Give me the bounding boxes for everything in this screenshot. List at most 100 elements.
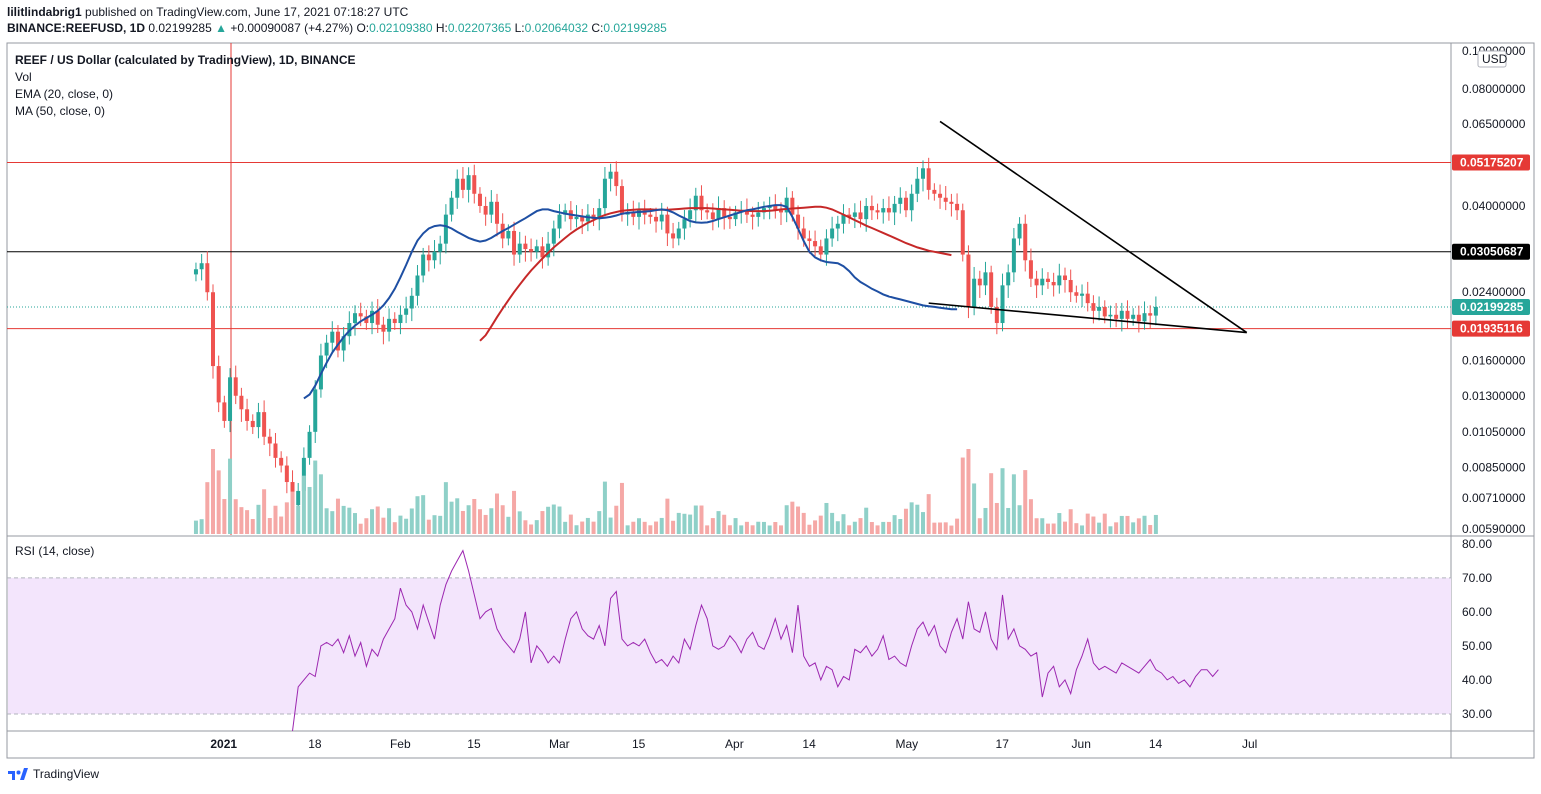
lower-trendline[interactable]	[928, 302, 1247, 334]
candle-body[interactable]	[250, 420, 255, 428]
candle-body[interactable]	[733, 212, 738, 220]
candle-body[interactable]	[273, 443, 278, 458]
upper-trendline[interactable]	[939, 120, 1248, 334]
candle-body[interactable]	[801, 228, 806, 239]
candle-body[interactable]	[1136, 314, 1141, 322]
price-tag[interactable]	[1452, 298, 1530, 315]
candle-body[interactable]	[1023, 223, 1028, 261]
candle-body[interactable]	[671, 233, 676, 239]
candle-body[interactable]	[216, 366, 221, 403]
candle-body[interactable]	[1108, 314, 1113, 317]
price-tag[interactable]	[1452, 243, 1530, 260]
candle-body[interactable]	[381, 324, 386, 332]
candle-body[interactable]	[1011, 238, 1016, 273]
candle-body[interactable]	[245, 409, 250, 421]
candle-body[interactable]	[409, 295, 414, 309]
candle-body[interactable]	[529, 249, 534, 252]
rsi-line[interactable]	[292, 549, 1219, 732]
candle-body[interactable]	[551, 228, 556, 244]
legend-ema[interactable]: EMA (20, close, 0)	[15, 87, 114, 101]
candle-body[interactable]	[301, 457, 306, 491]
candle-body[interactable]	[364, 316, 369, 324]
candle-body[interactable]	[1131, 314, 1136, 319]
candle-body[interactable]	[682, 219, 687, 229]
candle-body[interactable]	[813, 241, 818, 247]
candle-body[interactable]	[472, 175, 477, 194]
candle-body[interactable]	[892, 203, 897, 213]
candle-body[interactable]	[864, 205, 869, 220]
candle-body[interactable]	[977, 278, 982, 286]
price-tag[interactable]	[1452, 154, 1530, 171]
candle-body[interactable]	[443, 214, 448, 244]
candle-body[interactable]	[688, 210, 693, 220]
candle-body[interactable]	[455, 178, 460, 198]
candle-body[interactable]	[404, 308, 409, 315]
candle-body[interactable]	[699, 195, 704, 211]
candle-body[interactable]	[693, 195, 698, 211]
candle-body[interactable]	[921, 168, 925, 179]
candle-body[interactable]	[375, 310, 380, 325]
candle-body[interactable]	[1017, 223, 1022, 239]
candle-body[interactable]	[608, 171, 613, 179]
candle-body[interactable]	[233, 377, 238, 396]
candle-body[interactable]	[1114, 314, 1119, 319]
candle-body[interactable]	[284, 465, 289, 483]
candle-body[interactable]	[239, 395, 244, 410]
candle-body[interactable]	[1085, 293, 1090, 304]
candle-body[interactable]	[637, 210, 641, 217]
candle-body[interactable]	[432, 251, 437, 261]
candle-body[interactable]	[438, 243, 443, 252]
candle-body[interactable]	[330, 331, 335, 343]
candle-body[interactable]	[881, 208, 886, 213]
candle-body[interactable]	[1068, 280, 1073, 293]
candle-body[interactable]	[915, 178, 920, 194]
candle-body[interactable]	[903, 197, 908, 211]
candle-body[interactable]	[716, 208, 721, 220]
candle-body[interactable]	[994, 306, 999, 324]
candle-body[interactable]	[256, 412, 261, 428]
candle-body[interactable]	[779, 210, 783, 213]
candle-body[interactable]	[1080, 293, 1085, 296]
candle-body[interactable]	[710, 212, 715, 220]
candle-body[interactable]	[767, 205, 772, 209]
candle-body[interactable]	[574, 216, 579, 220]
candle-body[interactable]	[1051, 281, 1056, 286]
candle-body[interactable]	[744, 210, 749, 215]
candle-body[interactable]	[824, 238, 829, 255]
candle-body[interactable]	[1148, 313, 1153, 316]
candle-body[interactable]	[1063, 275, 1067, 281]
candle-body[interactable]	[955, 203, 960, 211]
candle-body[interactable]	[835, 223, 840, 229]
candle-body[interactable]	[193, 269, 198, 275]
candle-body[interactable]	[830, 228, 835, 239]
candle-body[interactable]	[262, 412, 267, 437]
candle-body[interactable]	[523, 243, 528, 250]
candle-body[interactable]	[1142, 313, 1147, 322]
candle-body[interactable]	[1040, 278, 1045, 286]
candle-body[interactable]	[205, 263, 210, 293]
candle-body[interactable]	[972, 278, 977, 307]
candle-body[interactable]	[1119, 310, 1124, 319]
candle-body[interactable]	[1074, 292, 1079, 296]
candle-body[interactable]	[353, 313, 357, 324]
candle-body[interactable]	[654, 216, 659, 222]
candle-body[interactable]	[415, 275, 420, 296]
candle-body[interactable]	[665, 214, 670, 234]
candle-body[interactable]	[858, 212, 863, 220]
candle-body[interactable]	[602, 178, 607, 209]
candle-body[interactable]	[546, 243, 551, 258]
candle-body[interactable]	[619, 186, 624, 215]
candle-body[interactable]	[960, 210, 965, 255]
candle-body[interactable]	[1125, 310, 1130, 319]
candle-body[interactable]	[426, 254, 431, 261]
candle-body[interactable]	[477, 193, 482, 206]
candle-body[interactable]	[898, 197, 903, 204]
candle-body[interactable]	[483, 205, 488, 215]
candle-body[interactable]	[659, 214, 664, 222]
candle-body[interactable]	[949, 201, 954, 204]
candle-body[interactable]	[773, 205, 778, 211]
candle-body[interactable]	[869, 205, 874, 211]
candle-body[interactable]	[1028, 260, 1033, 279]
candle-body[interactable]	[421, 254, 426, 276]
